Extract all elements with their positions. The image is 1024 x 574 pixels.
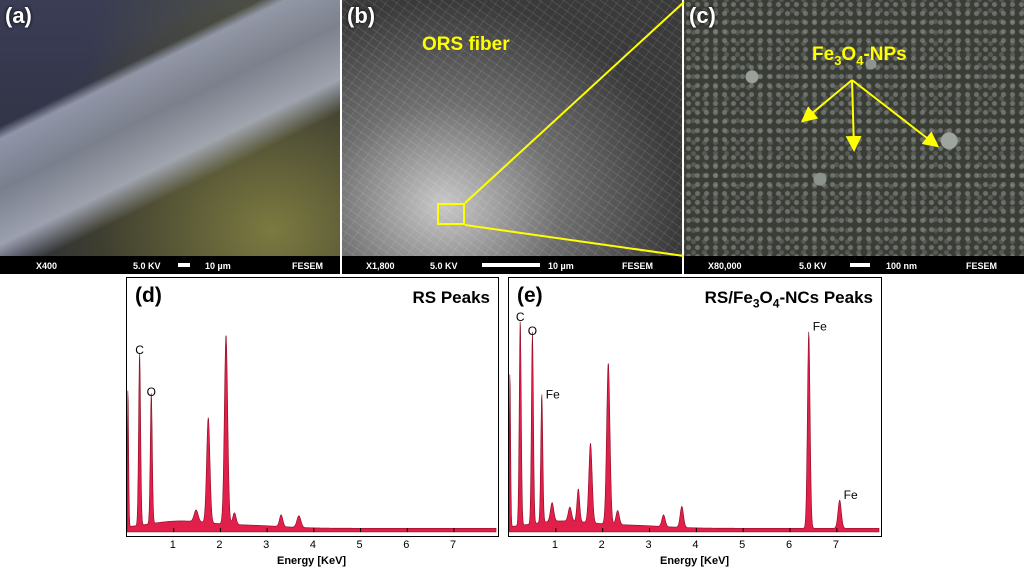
annotation-arrows — [800, 79, 940, 152]
x-tick-label-e-7: 7 — [832, 539, 839, 551]
arrow-left — [800, 79, 853, 123]
voltage: 5.0 KV — [799, 261, 827, 271]
x-tick-label-e-6: 6 — [786, 539, 793, 551]
device-label: FESEM — [622, 261, 654, 271]
zoom-region-box — [437, 203, 465, 225]
sem-info-bar-b: X1,800 5.0 KV 10 µm FESEM — [342, 256, 682, 274]
magnification: X80,000 — [708, 261, 742, 271]
ors-fiber-annotation: ORS fiber — [422, 34, 510, 55]
sem-image-b: (b) ORS fiber X1,800 5.0 KV 10 µm FESEM — [342, 0, 682, 274]
x-tick-label-d-5: 5 — [356, 539, 363, 551]
x-tick-label-d-4: 4 — [309, 539, 316, 551]
x-tick-label-d-2: 2 — [216, 539, 223, 551]
x-axis-label-e: Energy [KeV] — [660, 555, 730, 567]
x-tick-label-e-2: 2 — [598, 539, 605, 551]
spectrum-plot-e: CO Fe Fe Fe — [509, 310, 880, 533]
sem-micrograph-ors-fiber — [342, 0, 682, 256]
x-tick-label-e-5: 5 — [739, 539, 746, 551]
peak-label-e-1: C — [516, 310, 525, 324]
spectrum-series-d — [127, 335, 497, 533]
spectrum-title-d: RS Peaks — [412, 288, 491, 307]
spectrum-plot-d: CO — [127, 335, 497, 533]
peak-label-e-13: Fe — [844, 488, 858, 502]
scale-bar — [178, 263, 190, 267]
panel-label-c: (c) — [689, 3, 716, 28]
sem-image-a: (a) X400 5.0 KV 10 µm FESEM — [0, 0, 340, 274]
eds-spectrum-e: C O Fe Fe Fe (e) RS/Fe3O4-NCs Peaks — [508, 277, 882, 537]
scale-label: 10 µm — [548, 261, 574, 271]
arrow-right — [851, 79, 940, 148]
panel-label-a: (a) — [5, 3, 32, 28]
x-tick-label-d-1: 1 — [169, 539, 176, 551]
sem-info-bar-a: X400 5.0 KV 10 µm FESEM — [0, 256, 340, 274]
scale-label: 10 µm — [205, 261, 231, 271]
x-tick-label-e-3: 3 — [645, 539, 652, 551]
magnification: X1,800 — [366, 261, 395, 271]
magnification: X400 — [36, 261, 58, 271]
sem-image-c: (c) Fe3O4-NPs X80,000 5.0 KV 100 nm FESE… — [684, 0, 1024, 274]
arrow-middle — [845, 79, 862, 152]
scale-bar — [850, 263, 870, 267]
panel-label-e: (e) — [517, 284, 543, 307]
device-label: FESEM — [966, 261, 998, 271]
voltage: 5.0 KV — [430, 261, 458, 271]
scale-bar — [482, 263, 540, 267]
scale-label: 100 nm — [886, 261, 918, 271]
peak-label-e-2: O — [528, 324, 537, 338]
voltage: 5.0 KV — [133, 261, 161, 271]
peak-label-d-2: O — [147, 385, 156, 399]
sem-micrograph-rice-straw — [0, 0, 340, 256]
peak-label-e-3: Fe — [546, 387, 560, 401]
sem-info-bar-c: X80,000 5.0 KV 100 nm FESEM — [684, 256, 1024, 274]
x-tick-label-e-4: 4 — [692, 539, 699, 551]
spectrum-title-e: RS/Fe3O4-NCs Peaks — [704, 288, 873, 311]
peak-label-e-12: Fe — [813, 319, 827, 333]
x-tick-label-e-1: 1 — [551, 539, 558, 551]
panel-label-b: (b) — [347, 3, 376, 28]
fe3o4-nps-annotation: Fe3O4-NPs — [812, 44, 907, 68]
spectrum-series-e — [509, 321, 880, 533]
x-tick-label-d-6: 6 — [403, 539, 410, 551]
device-label: FESEM — [292, 261, 324, 271]
x-axis-label-d: Energy [KeV] — [277, 555, 347, 567]
peak-label-d-1: C — [135, 343, 144, 357]
panel-label-d: (d) — [135, 284, 162, 307]
x-tick-label-d-7: 7 — [449, 539, 457, 551]
x-tick-label-d-3: 3 — [263, 539, 270, 551]
